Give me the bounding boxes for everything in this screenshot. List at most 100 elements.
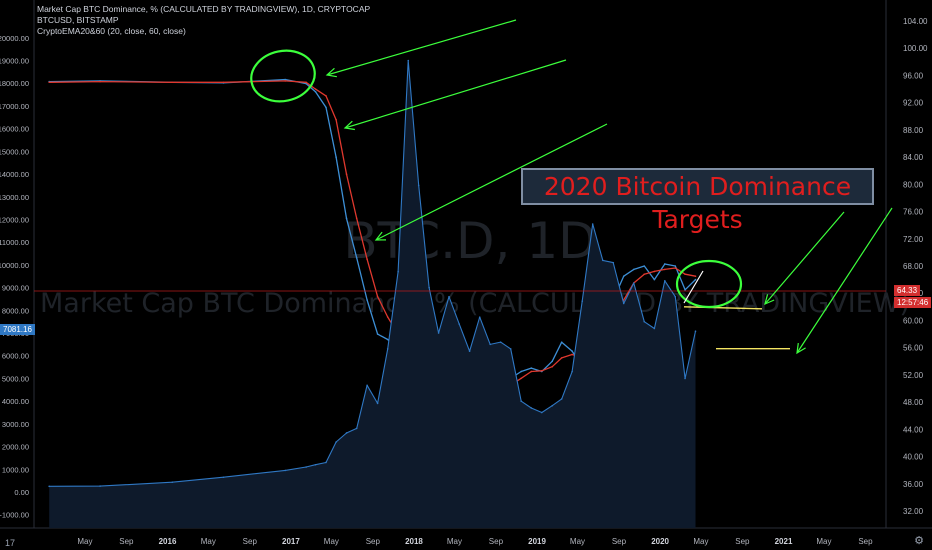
btcusd-line-point [48,485,50,488]
ema-line-point [571,353,573,356]
annotation-arrowhead [374,231,387,241]
left-axis-tick-label: 19000.00 [0,57,29,66]
btcusd-line-point [305,466,307,468]
highlight-circle-2017 [250,49,316,103]
time-axis-tick-label: Sep [735,537,750,546]
time-axis-tick-label: May [77,537,92,546]
btcusd-line-point [397,270,399,273]
ema-line-point [314,88,317,90]
btcusd-line-point [335,441,337,443]
left-axis-tick-label: 18000.00 [0,79,29,88]
legend-ema-indicator[interactable]: CryptoEMA20&60 (20, close, 60, close) [37,26,186,36]
btcusd-line-point [489,343,491,346]
ema-line-point [366,258,368,260]
btcusd-line-point [540,411,543,414]
btc-dominance-line-point [571,350,573,352]
btcusd-line-point [499,341,502,343]
time-axis-tick-label: May [816,537,831,546]
left-axis-tick-label: 12000.00 [0,215,29,224]
right-axis-tick-label: 96.00 [903,71,924,80]
left-axis-tick-label: 16000.00 [0,125,29,134]
time-axis-tick-label: May [201,537,216,546]
ema-line-point [653,270,656,273]
ema-line-point [560,357,563,359]
time-axis-tick-label: May [570,537,585,546]
btcusd-line-point [643,320,646,323]
target-line-upper [683,306,763,310]
right-axis-tick-label: 84.00 [903,153,924,162]
btcusd-line-point [376,402,379,405]
right-axis-tick-label: 72.00 [903,235,924,244]
time-axis-tick-label: Sep [858,537,873,546]
legend-btcusd-series[interactable]: BTCUSD, BITSTAMP [37,15,119,25]
btc-dominance-line-point [335,156,337,158]
time-axis-tick-label: Sep [612,537,627,546]
btc-dominance-line-point [366,299,368,301]
right-axis-tick-label: 40.00 [903,453,924,462]
right-axis-tick-label: 88.00 [903,126,924,135]
left-axis-tick-label: 3000.00 [2,420,29,429]
time-axis-tick-label: 2019 [528,537,546,546]
annotation-arrow [344,59,567,129]
btcusd-line-point [437,332,440,334]
left-axis-tick-label: 20000.00 [0,34,29,43]
ema-line-point [171,81,174,84]
settings-gear-icon[interactable]: ⚙ [914,535,924,547]
annotation-arrow [326,19,517,76]
ema-line-point [551,365,554,368]
btc-dominance-line-point [560,341,563,344]
btcusd-line-point [694,330,697,332]
left-axis-tick-label: 2000.00 [2,443,29,452]
ema-line-point [694,275,697,278]
annotation-arrow [796,207,893,354]
btcusd-line-point [530,407,533,409]
btcusd-line-point [417,184,420,187]
left-axis-tick-label: 5000.00 [2,374,29,383]
btcusd-line-point [520,400,522,402]
btcusd-line-point [601,259,604,262]
ema-line-point [664,268,666,271]
ema-line-point [99,80,101,83]
ema-line-point [520,377,522,380]
left-axis-tick-label: 10000.00 [0,261,29,270]
watermark-symbol: BTC.D, 1D [343,212,596,270]
left-axis-tick-label: 8000.00 [2,306,29,315]
btcusd-line-point [622,302,625,305]
annotation-arrowhead [796,343,806,355]
trend-marker [683,270,704,304]
tradingview-logo: 17 [5,538,16,548]
time-axis-tick-label: 2018 [405,537,423,546]
chart-legend: Market Cap BTC Dominance, % (CALCULATED … [37,4,370,37]
btc-dominance-line-point [345,217,348,220]
right-axis-tick-label: 52.00 [903,371,924,380]
legend-main-series[interactable]: Market Cap BTC Dominance, % (CALCULATED … [37,4,371,14]
ema-line-point [284,80,286,82]
btcusd-line-point [581,300,584,303]
time-axis-tick-label: May [324,537,339,546]
btc-dominance-line-point [520,370,522,373]
ema-line-point [48,81,50,84]
ema-line-point [386,316,389,318]
btcusd-line-point [407,59,410,62]
current-dominance-tag: 64.33 [894,285,921,296]
btcusd-line-point [560,398,563,400]
btc-dominance-line-point [684,289,686,291]
btcusd-line-point [633,282,635,284]
btcusd-price-tag: 7081.16 [0,324,35,335]
btcusd-area [49,60,696,528]
ema-line-point [540,370,543,372]
btcusd-line-point [345,432,348,434]
btc-dominance-line-point [530,367,533,369]
annotation-arrow [375,123,608,241]
left-axis-tick-label: 9000.00 [2,284,29,293]
btc-dominance-line-point [284,78,286,81]
btcusd-line-point [468,350,471,352]
btc-dominance-line-point [674,265,677,267]
btc-dominance-line-point [355,257,358,259]
ema-line-point [222,81,225,84]
time-axis-tick-label: May [447,537,462,546]
btc-dominance-line-point [653,278,656,281]
ema-line-point [335,118,337,121]
